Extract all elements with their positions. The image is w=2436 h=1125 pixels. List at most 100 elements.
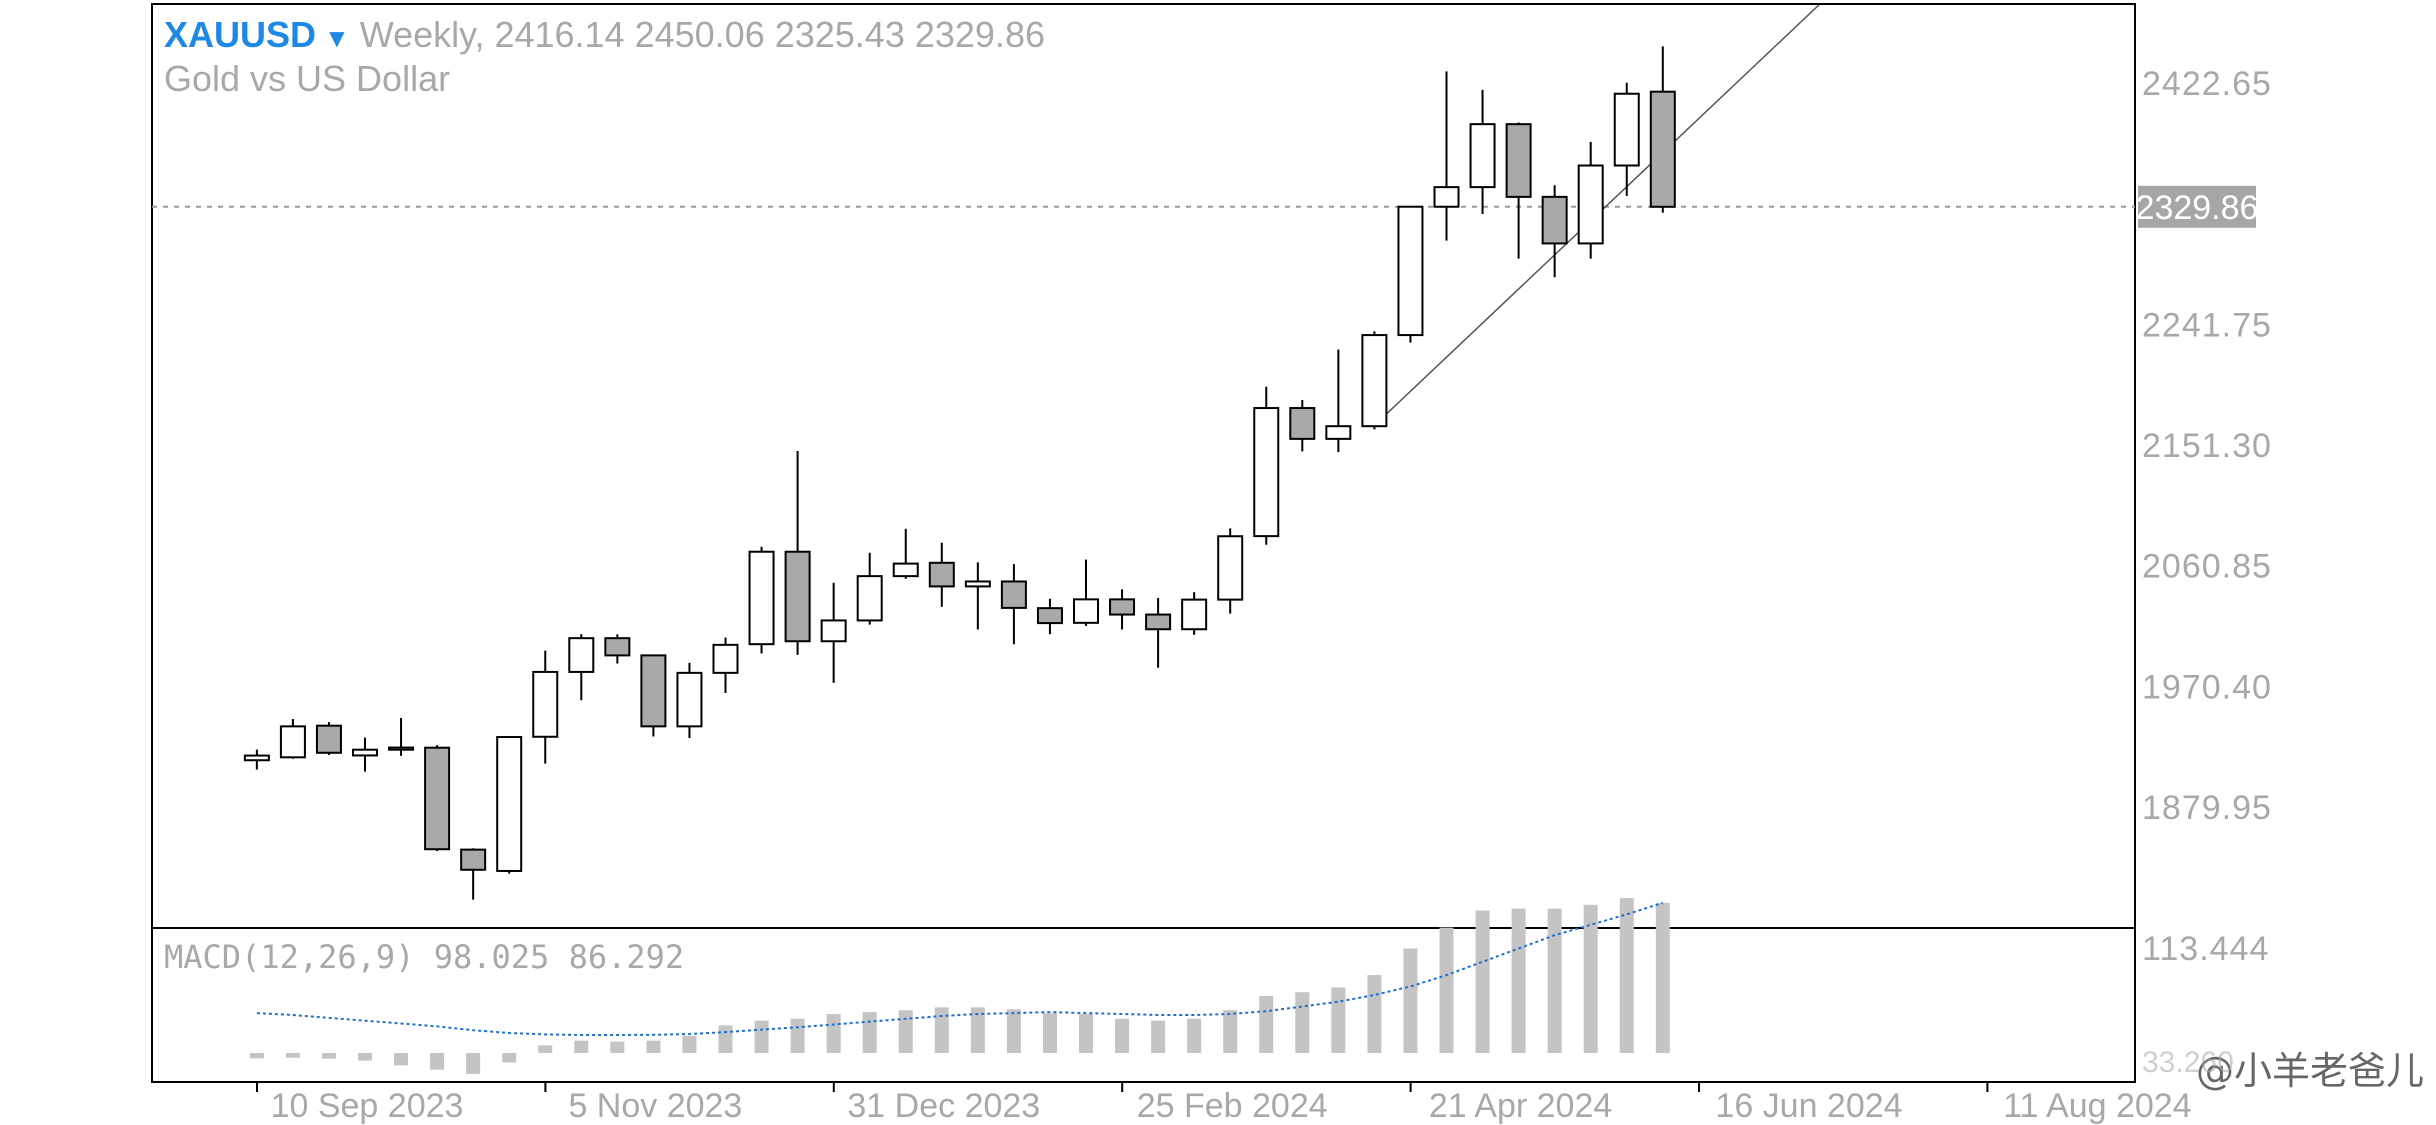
macd-bar (1583, 904, 1598, 1053)
candle-body (315, 724, 342, 754)
candle-body (1505, 123, 1532, 198)
candles-group (243, 46, 1676, 900)
x-tick-label: 10 Sep 2023 (271, 1087, 464, 1125)
macd-bar (394, 1053, 409, 1066)
macd-bar (682, 1035, 697, 1053)
chart-header: XAUUSD ▼ Weekly, 2416.14 2450.06 2325.43 2… (164, 14, 1045, 56)
candle-body (1361, 334, 1388, 428)
macd-bar (610, 1041, 625, 1053)
candle-body (1181, 598, 1208, 631)
symbol-label[interactable]: XAUUSD (164, 14, 317, 55)
candle-body (1577, 164, 1604, 245)
macd-bar (826, 1014, 841, 1053)
x-tick-label: 31 Dec 2023 (847, 1087, 1040, 1125)
candle-body (892, 562, 919, 578)
candle-body (712, 643, 739, 674)
macd-bar (646, 1040, 661, 1053)
macd-bar (1187, 1018, 1202, 1053)
macd-bar (1115, 1018, 1130, 1053)
candle-body (604, 637, 631, 657)
candle-body (1000, 580, 1027, 609)
watermark: @小羊老爸儿 (2195, 1049, 2424, 1093)
candle-body (964, 580, 991, 588)
candle-body (1649, 90, 1676, 208)
candle-body (856, 575, 883, 622)
macd-axis-max-label: 113.444 (2142, 930, 2269, 968)
candle-body (1289, 407, 1316, 440)
macd-bar (1042, 1013, 1057, 1053)
macd-axis-cut-label: 33.260 (2142, 1046, 2234, 1079)
y-tick-label: 1970.40 (2142, 668, 2272, 706)
macd-bar (538, 1045, 553, 1053)
candle-body (243, 754, 270, 762)
macd-bar (1079, 1014, 1093, 1053)
candle-body (568, 637, 595, 673)
macd-label: MACD(12,26,9) 98.025 86.292 (164, 938, 685, 976)
ohlc-readout: Weekly, 2416.14 2450.06 2325.43 2329.86 (359, 14, 1045, 55)
current-price-tag (2138, 185, 2256, 228)
macd-bar (1547, 908, 1562, 1053)
candle-body (784, 550, 811, 643)
candle-body (1397, 205, 1424, 337)
candle-body (1036, 607, 1063, 625)
macd-bar (790, 1018, 805, 1053)
macd-bar (1619, 898, 1634, 1053)
macd-bar (718, 1025, 733, 1053)
macd-bar (502, 1053, 517, 1063)
macd-bar (574, 1040, 589, 1053)
candle-body (1325, 425, 1352, 440)
y-tick-label: 2422.65 (2142, 65, 2272, 103)
current-price-tag-label: 2329.86 (2136, 189, 2259, 227)
macd-bar (358, 1053, 372, 1061)
candle-body (1469, 123, 1496, 189)
macd-bar (898, 1010, 913, 1053)
macd-bar (285, 1053, 300, 1058)
candle-body (279, 725, 306, 759)
y-tick-label: 1879.95 (2142, 789, 2272, 827)
y-tick-label: 2151.30 (2142, 427, 2272, 465)
macd-bar (1511, 908, 1526, 1053)
macd-bar (1367, 975, 1382, 1053)
macd-bar (249, 1053, 264, 1059)
x-tick-label: 21 Apr 2024 (1429, 1087, 1612, 1125)
candle-body (1541, 195, 1568, 245)
symbol-description: Gold vs US Dollar (164, 58, 451, 99)
candle-body (1433, 186, 1460, 208)
candle-body (820, 619, 847, 643)
chart-frame (151, 3, 2136, 1083)
candle-body (424, 746, 451, 851)
macd-bar (321, 1053, 336, 1059)
candle-body (748, 550, 775, 646)
macd-bar (862, 1012, 877, 1053)
candle-body (460, 848, 487, 871)
candle-body (1217, 535, 1244, 601)
candle-body (532, 670, 559, 738)
macd-bar (430, 1053, 445, 1070)
candle-body (496, 736, 523, 872)
macd-bar (1439, 927, 1454, 1053)
candle-body (1613, 92, 1640, 167)
macd-bar (466, 1053, 481, 1074)
symbol-dropdown-icon[interactable]: ▼ (324, 23, 350, 53)
macd-signal-line (256, 901, 1664, 1036)
macd-bar (1331, 987, 1346, 1053)
candle-body (352, 748, 378, 757)
candle-body (676, 671, 703, 728)
macd-bar (1151, 1020, 1166, 1053)
macd-bar (1223, 1010, 1238, 1053)
candle-body (1073, 598, 1099, 624)
y-tick-label: 2241.75 (2142, 306, 2272, 344)
macd-bar (970, 1007, 985, 1053)
x-tick-label: 11 Aug 2024 (2003, 1087, 2191, 1125)
candle-body (1145, 613, 1172, 631)
macd-bar (1259, 996, 1274, 1053)
macd-bar (1006, 1009, 1021, 1053)
x-tick-label: 5 Nov 2023 (568, 1087, 742, 1125)
macd-bar (1655, 902, 1670, 1053)
macd-bar (1403, 948, 1418, 1053)
candle-body (640, 654, 667, 728)
macd-bar (934, 1007, 949, 1053)
macd-bar (1475, 910, 1490, 1053)
candle-body (1109, 598, 1136, 616)
